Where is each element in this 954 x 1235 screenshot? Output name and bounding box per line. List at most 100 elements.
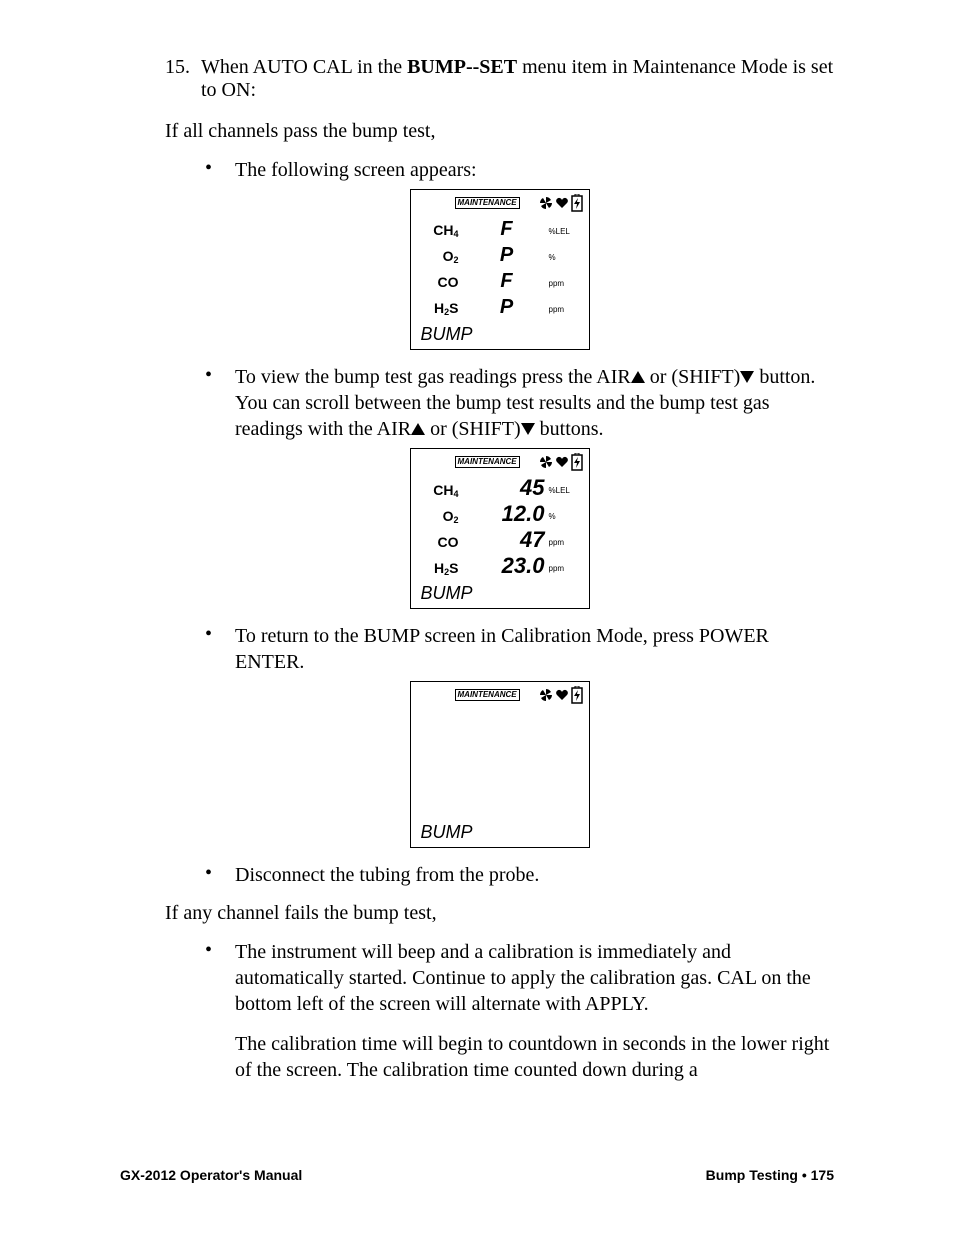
fan-icon xyxy=(539,688,553,702)
lcd-row: H2S P ppm xyxy=(417,296,583,322)
gas: H xyxy=(434,300,444,316)
bullet-text: To view the bump test gas readings press… xyxy=(235,364,834,442)
battery-icon xyxy=(571,194,583,212)
lcd-footer: BUMP xyxy=(417,322,583,347)
gas: O xyxy=(443,508,454,524)
lcd-value: 23.0 xyxy=(465,555,549,577)
fan-icon xyxy=(539,196,553,210)
lcd-row: CH4 45 %LEL xyxy=(417,477,583,503)
bullet-dot: • xyxy=(205,364,235,442)
heart-icon xyxy=(555,196,569,210)
lcd-header: MAINTENANCE xyxy=(417,453,583,471)
lcd-row: CO 47 ppm xyxy=(417,529,583,555)
lcd-value: 12.0 xyxy=(465,503,549,525)
gas-sub: 2 xyxy=(453,255,458,265)
t: To view the bump test gas readings press… xyxy=(235,366,631,388)
lcd-unit: %LEL xyxy=(549,227,583,236)
triangle-up-icon xyxy=(411,423,425,435)
lcd-row: O2 12.0 % xyxy=(417,503,583,529)
gas: CH xyxy=(433,482,453,498)
bullet-dot: • xyxy=(205,157,235,183)
gas: CO xyxy=(438,274,459,290)
bullet-disconnect-tubing: • Disconnect the tubing from the probe. xyxy=(205,862,834,888)
lcd-row: O2 P % xyxy=(417,244,583,270)
bullet-view-readings: • To view the bump test gas readings pre… xyxy=(205,364,834,442)
lcd-row: CO F ppm xyxy=(417,270,583,296)
bullet-screen-appears: • The following screen appears: xyxy=(205,157,834,183)
lcd-value: F xyxy=(465,218,549,240)
triangle-down-icon xyxy=(521,423,535,435)
lcd-gas-label: CH4 xyxy=(417,482,465,498)
gas-sub: 4 xyxy=(453,489,458,499)
lcd-header: MAINTENANCE xyxy=(417,194,583,212)
lcd-unit: ppm xyxy=(549,305,583,314)
lcd-row: CH4 F %LEL xyxy=(417,218,583,244)
lcd-header: MAINTENANCE xyxy=(417,686,583,704)
lcd-gas-label: CH4 xyxy=(417,222,465,238)
footer-right: Bump Testing • 175 xyxy=(706,1167,834,1183)
gas: CH xyxy=(433,222,453,238)
gas: O xyxy=(443,248,454,264)
gas-sub: 2 xyxy=(453,515,458,525)
lcd-gas-label: O2 xyxy=(417,508,465,524)
lcd-value: 47 xyxy=(465,529,549,551)
lcd-gas-label: O2 xyxy=(417,248,465,264)
lcd-screen-readings: MAINTENANCE CH4 45 %LEL O2 12.0 % CO 47 … xyxy=(410,448,590,609)
lcd-footer: BUMP xyxy=(417,581,583,606)
lcd-unit: ppm xyxy=(549,279,583,288)
step-number: 15. xyxy=(165,56,201,102)
step-15: 15. When AUTO CAL in the BUMP--SET menu … xyxy=(165,56,834,102)
lcd-header-label: MAINTENANCE xyxy=(455,689,520,701)
gas: CO xyxy=(438,534,459,550)
lcd-header-label: MAINTENANCE xyxy=(455,456,520,468)
lcd-row: H2S 23.0 ppm xyxy=(417,555,583,581)
triangle-down-icon xyxy=(740,371,754,383)
bullet-text: The following screen appears: xyxy=(235,157,834,183)
footer-left: GX-2012 Operator's Manual xyxy=(120,1167,302,1183)
gas2: S xyxy=(449,300,458,316)
gas-sub: 4 xyxy=(453,229,458,239)
triangle-up-icon xyxy=(631,371,645,383)
bullet-return-bump: • To return to the BUMP screen in Calibr… xyxy=(205,623,834,675)
lcd-unit: % xyxy=(549,512,583,521)
page-footer: GX-2012 Operator's Manual Bump Testing •… xyxy=(120,1167,834,1183)
lcd-gas-label: CO xyxy=(417,534,465,550)
bullet-text: Disconnect the tubing from the probe. xyxy=(235,862,834,888)
gas-sub: 2 xyxy=(444,307,449,317)
lcd-unit: ppm xyxy=(549,538,583,547)
lcd-gas-label: CO xyxy=(417,274,465,290)
step-text-pre: When AUTO CAL in the xyxy=(201,56,407,78)
lcd-value: P xyxy=(465,296,549,318)
gas2: S xyxy=(449,560,458,576)
lcd-footer: BUMP xyxy=(417,820,583,845)
step-text-bold: BUMP--SET xyxy=(407,56,517,78)
lcd-screen-results: MAINTENANCE CH4 F %LEL O2 P % CO F ppm H… xyxy=(410,189,590,350)
t: or (SHIFT) xyxy=(645,366,741,388)
bullet-text: The instrument will beep and a calibrati… xyxy=(235,939,834,1017)
lcd-unit: ppm xyxy=(549,564,583,573)
continuation-text: The calibration time will begin to count… xyxy=(235,1031,834,1083)
fail-intro: If any channel fails the bump test, xyxy=(165,902,834,925)
lcd-screen-empty: MAINTENANCE BUMP xyxy=(410,681,590,848)
lcd-value: 45 xyxy=(465,477,549,499)
lcd-unit: %LEL xyxy=(549,486,583,495)
bullet-dot: • xyxy=(205,623,235,675)
lcd-gas-label: H2S xyxy=(417,300,465,316)
lcd-value: P xyxy=(465,244,549,266)
gas-sub: 2 xyxy=(444,567,449,577)
lcd-gas-label: H2S xyxy=(417,560,465,576)
heart-icon xyxy=(555,688,569,702)
gas: H xyxy=(434,560,444,576)
lcd-empty-body xyxy=(417,710,583,820)
heart-icon xyxy=(555,455,569,469)
battery-icon xyxy=(571,686,583,704)
lcd-value: F xyxy=(465,270,549,292)
bullet-dot: • xyxy=(205,862,235,888)
fan-icon xyxy=(539,455,553,469)
bullet-instrument-beep: • The instrument will beep and a calibra… xyxy=(205,939,834,1017)
step-text: When AUTO CAL in the BUMP--SET menu item… xyxy=(201,56,834,102)
battery-icon xyxy=(571,453,583,471)
pass-intro: If all channels pass the bump test, xyxy=(165,120,834,143)
lcd-unit: % xyxy=(549,253,583,262)
t: buttons. xyxy=(535,418,604,440)
